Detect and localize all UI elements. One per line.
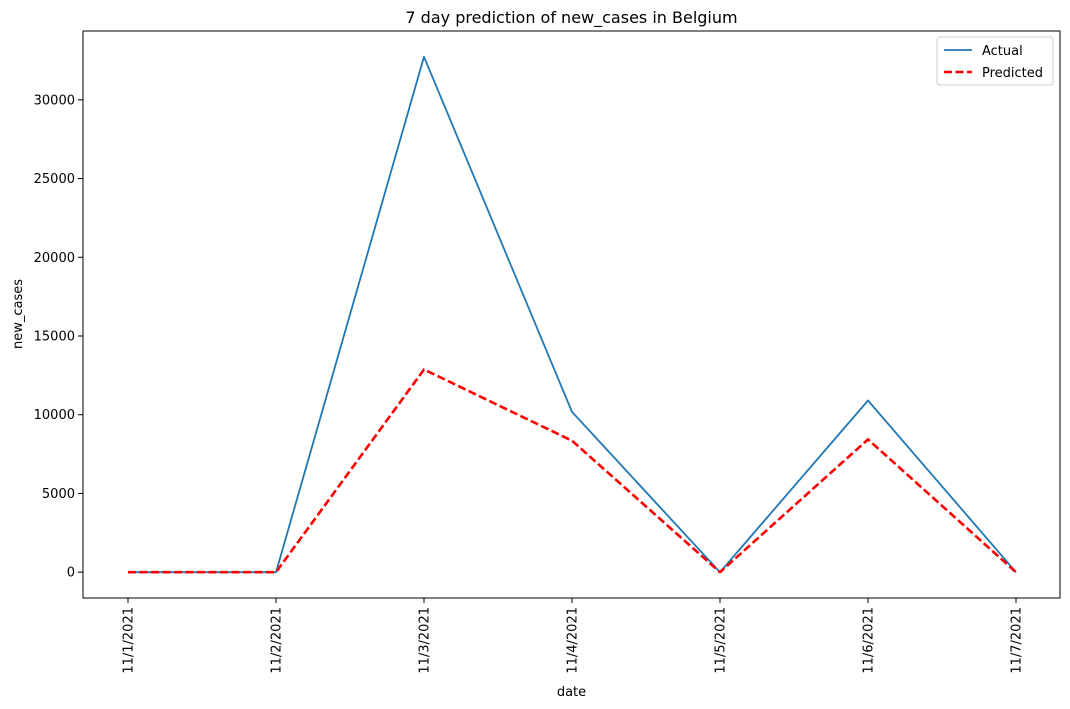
plot-area-frame [82,30,1061,599]
x-tick-label: 11/4/2021 [566,607,581,674]
y-tick-label: 30000 [34,93,75,108]
legend-label-predicted: Predicted [982,66,1043,81]
chart-title: 7 day prediction of new_cases in Belgium [405,8,737,28]
x-axis: 11/1/2021 11/2/2021 11/3/2021 11/4/2021 11/5… [122,598,1025,674]
series-line-actual [128,55,1017,574]
y-tick-label: 20000 [34,251,75,266]
y-tick-label: 5000 [42,487,75,502]
y-axis-label: new_cases [11,279,26,349]
x-axis-label: date [557,685,586,700]
x-tick-label: 11/7/2021 [1010,607,1025,674]
x-tick-label: 11/3/2021 [418,607,433,674]
y-tick-label: 25000 [34,172,75,187]
y-tick-label: 15000 [34,329,75,344]
legend-box [936,36,1054,86]
x-tick-label: 11/6/2021 [862,607,877,674]
legend-label-actual: Actual [982,44,1023,59]
y-axis: 0 5000 10000 15000 20000 25000 30000 [34,93,83,581]
series-line-predicted [128,368,1017,574]
x-tick-label: 11/1/2021 [122,607,137,674]
x-tick-label: 11/5/2021 [714,607,729,674]
y-tick-label: 10000 [34,408,75,423]
x-tick-label: 11/2/2021 [270,607,285,674]
series-lines [128,55,1017,574]
legend: Actual Predicted [936,36,1054,86]
y-tick-label: 0 [67,566,75,581]
